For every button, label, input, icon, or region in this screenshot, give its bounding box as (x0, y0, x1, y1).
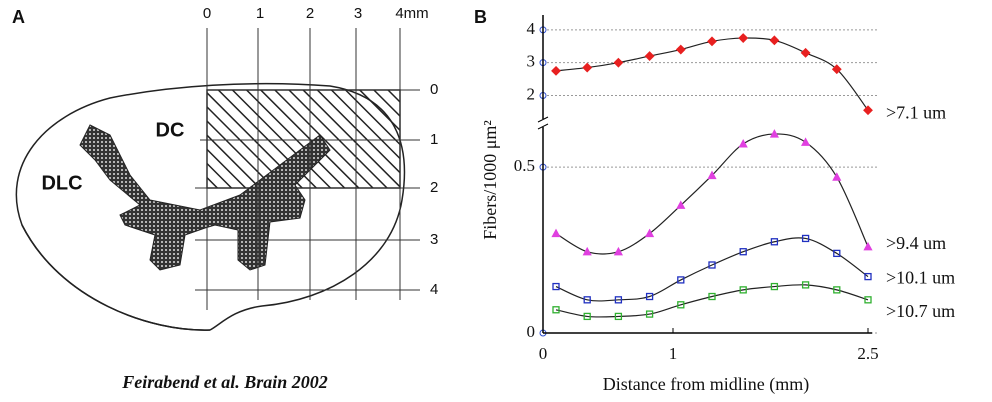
series-line (555, 284, 869, 318)
point (551, 228, 561, 238)
point (644, 51, 655, 62)
point (738, 33, 749, 43)
scale-label: 2 (306, 5, 314, 22)
point (583, 296, 591, 304)
point (708, 292, 716, 301)
point (831, 64, 842, 75)
panel-a: A 0 1 2 3 4mm 0 1 2 3 4 DC DLC Feirabend et al. B… (12, 5, 438, 392)
grid (195, 28, 420, 310)
y-axis-label: Fibers/1000 μm² (480, 120, 500, 240)
legend-label: >9.4 um (886, 233, 946, 253)
point (582, 62, 593, 73)
series-line (555, 37, 869, 111)
point (614, 312, 623, 321)
scale-label: 1 (430, 131, 438, 148)
scale-label: 3 (430, 231, 438, 248)
scale-label: 3 (354, 5, 362, 22)
region-label: DLC (41, 172, 82, 194)
point (770, 282, 779, 291)
point (833, 286, 841, 294)
point (552, 282, 560, 291)
y-tick-label: 0.5 (514, 156, 535, 175)
point (801, 234, 810, 243)
scale-label: 2 (430, 179, 438, 196)
panel-letter: A (12, 7, 25, 27)
point (832, 172, 842, 181)
series-line (555, 133, 869, 255)
point (708, 261, 716, 269)
point (676, 200, 686, 209)
point (707, 36, 717, 47)
x-axis-label: Distance from midline (mm) (603, 374, 809, 395)
point (864, 272, 872, 281)
point (739, 248, 747, 256)
point (613, 246, 623, 256)
point (614, 296, 623, 304)
legend-label: >10.1 um (886, 268, 955, 288)
point (863, 241, 873, 251)
point (645, 228, 655, 238)
point (675, 44, 686, 55)
point (738, 139, 748, 148)
point (677, 276, 685, 284)
point (551, 65, 561, 76)
axis-break (537, 116, 549, 123)
series-line (555, 237, 869, 302)
x-tick-label: 0 (539, 344, 548, 363)
point (769, 129, 779, 138)
outline-edge (21, 224, 211, 331)
point (582, 246, 592, 256)
scale-label: 4 (430, 281, 438, 298)
point (864, 296, 872, 304)
point (833, 249, 841, 258)
scale-label: 1 (256, 5, 264, 22)
point (677, 301, 685, 309)
point (801, 137, 811, 146)
scale-label: 0 (430, 81, 438, 98)
point (707, 170, 717, 180)
point (801, 281, 810, 289)
panel-letter: B (474, 7, 487, 27)
point (645, 310, 654, 318)
y-tick-label: 0 (527, 322, 536, 341)
x-tick-label: 1 (669, 344, 678, 363)
axis-break (537, 123, 549, 130)
x-tick-label: 2.5 (857, 344, 878, 363)
point (583, 312, 591, 321)
point (552, 306, 560, 314)
region-label: DC (156, 119, 185, 141)
point (739, 286, 747, 294)
point (769, 35, 780, 46)
scale-label: 4mm (395, 5, 428, 22)
point (613, 57, 624, 68)
scale-label: 0 (203, 5, 211, 22)
y-tick-label: 4 (527, 19, 536, 38)
point (863, 105, 873, 116)
point (770, 238, 779, 246)
y-tick-label: 2 (527, 84, 536, 103)
citation: Feirabend et al. Brain 2002 (121, 372, 328, 392)
gray-matter (79, 124, 331, 271)
panel-b: B Fibers/1000 μm² Distance from midline … (474, 7, 955, 395)
y-tick-label: 3 (527, 52, 536, 71)
legend-label: >7.1 um (886, 102, 946, 122)
legend-label: >10.7 um (886, 301, 955, 321)
point (800, 47, 811, 58)
point (645, 292, 654, 301)
